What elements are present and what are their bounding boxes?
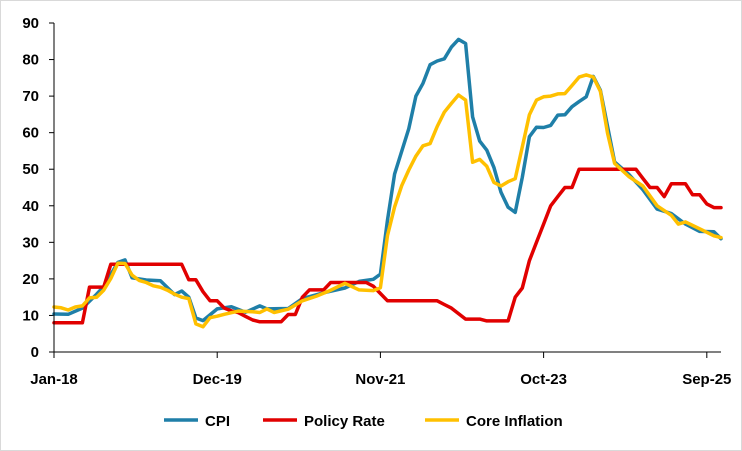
y-tick-label: 40 xyxy=(22,198,39,215)
x-tick-label: Nov-21 xyxy=(355,371,405,388)
y-tick-label: 50 xyxy=(22,161,39,178)
y-tick-label: 20 xyxy=(22,271,39,288)
y-tick-label: 80 xyxy=(22,52,39,69)
legend-label: Core Inflation xyxy=(466,413,563,430)
legend-label: CPI xyxy=(205,413,230,430)
x-axis-ticks: Jan-18 Dec-19 Nov-21 Oct-23 Sep-25 xyxy=(30,352,731,388)
series-line-policy-rate xyxy=(52,167,723,325)
x-tick-label: Sep-25 xyxy=(682,371,731,388)
x-tick-label: Dec-19 xyxy=(193,371,242,388)
y-tick-label: 60 xyxy=(22,125,39,142)
y-tick-label: 90 xyxy=(22,15,39,32)
legend-label: Policy Rate xyxy=(304,413,385,430)
legend: CPI Policy Rate Core Inflation xyxy=(164,413,563,430)
series-lines xyxy=(52,37,723,329)
y-tick-label: 0 xyxy=(31,344,39,361)
y-tick-label: 70 xyxy=(22,88,39,105)
y-tick-label: 30 xyxy=(22,234,39,251)
x-tick-label: Oct-23 xyxy=(520,371,567,388)
series-line-cpi xyxy=(52,37,723,323)
x-tick-label: Jan-18 xyxy=(30,371,78,388)
series-line-core-inflation xyxy=(52,73,723,329)
y-axis-ticks: 0 10 20 30 40 50 60 70 80 90 xyxy=(22,15,54,361)
y-tick-label: 10 xyxy=(22,307,39,324)
